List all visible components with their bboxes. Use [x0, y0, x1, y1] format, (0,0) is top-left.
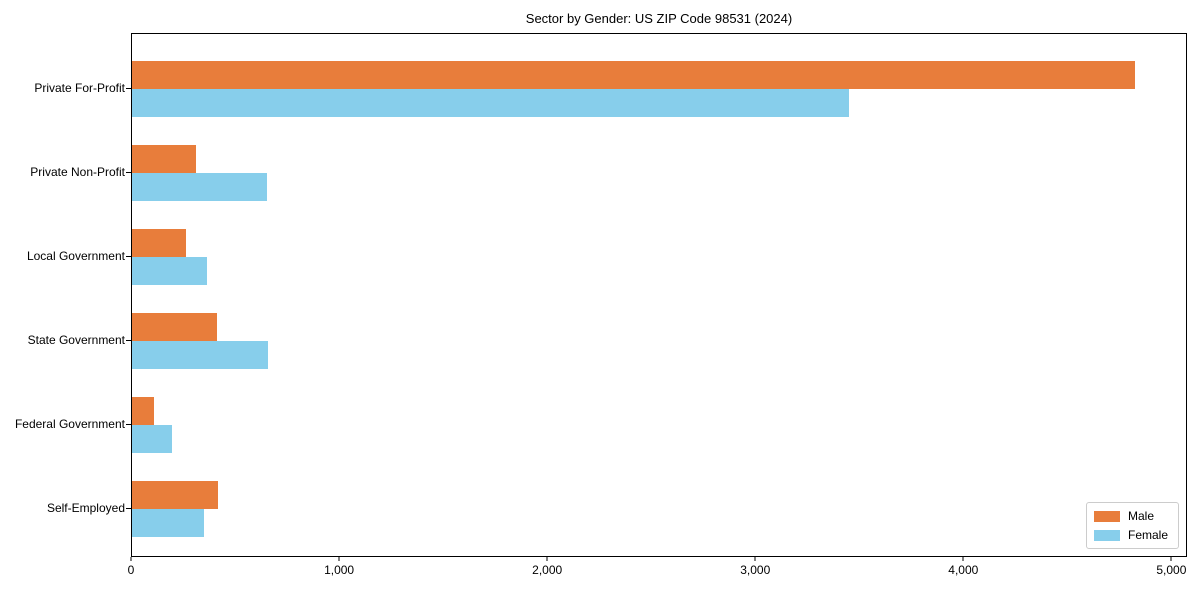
category-row-private-non-profit: [132, 131, 1186, 215]
bar-female-private-for-profit: [132, 89, 849, 117]
y-axis-label-private-non-profit: Private Non-Profit: [30, 165, 125, 179]
bar-female-private-non-profit: [132, 173, 267, 201]
chart-title: Sector by Gender: US ZIP Code 98531 (202…: [525, 11, 793, 26]
y-axis-label-state-government: State Government: [27, 333, 125, 347]
y-axis-label-local-government: Local Government: [26, 249, 125, 263]
legend-item-female: Female: [1093, 528, 1168, 542]
bar-male-private-non-profit: [132, 145, 197, 173]
x-axis-tick: [130, 557, 132, 561]
bar-female-state-government: [132, 341, 269, 369]
x-axis-tick-label: 4,000: [948, 563, 979, 577]
plot-area: Male Female: [131, 33, 1187, 557]
category-row-self-employed: [132, 467, 1186, 551]
legend-swatch-female: [1093, 529, 1120, 541]
legend-label-male: Male: [1127, 509, 1154, 523]
x-axis-tick: [546, 557, 548, 561]
y-axis-tick: [126, 424, 131, 425]
bar-male-state-government: [132, 313, 218, 341]
y-axis-tick: [126, 172, 131, 173]
bar-male-private-for-profit: [132, 61, 1136, 89]
x-axis-tick-label: 2,000: [532, 563, 563, 577]
category-row-local-government: [132, 215, 1186, 299]
category-row-federal-government: [132, 383, 1186, 467]
bar-male-self-employed: [132, 481, 219, 509]
legend: Male Female: [1085, 502, 1179, 549]
x-axis-tick-label: 0: [127, 563, 135, 577]
y-axis-tick: [126, 340, 131, 341]
y-axis-tick: [126, 256, 131, 257]
y-axis-labels: Private For-Profit Private Non-Profit Loca…: [0, 0, 131, 600]
x-axis-tick: [962, 557, 964, 561]
bar-female-federal-government: [132, 425, 173, 453]
bar-female-self-employed: [132, 509, 204, 537]
legend-item-male: Male: [1093, 509, 1168, 523]
bar-female-local-government: [132, 257, 207, 285]
legend-label-female: Female: [1127, 528, 1168, 542]
x-axis-tick: [754, 557, 756, 561]
y-axis-label-self-employed: Self-Employed: [46, 501, 125, 515]
category-row-state-government: [132, 299, 1186, 383]
y-axis-tick: [126, 88, 131, 89]
y-axis-tick: [126, 508, 131, 509]
x-axis-tick-label: 1,000: [324, 563, 355, 577]
x-axis-tick: [338, 557, 340, 561]
x-axis-tick: [1170, 557, 1172, 561]
x-axis-tick-label: 5,000: [1156, 563, 1187, 577]
bar-male-local-government: [132, 229, 186, 257]
legend-swatch-male: [1093, 510, 1120, 522]
x-axis: 0 1,000 2,000 3,000 4,000 5,000: [127, 557, 1187, 587]
x-axis-tick-label: 3,000: [740, 563, 771, 577]
y-axis-label-private-for-profit: Private For-Profit: [34, 81, 125, 95]
bar-rows: [132, 47, 1186, 551]
category-row-private-for-profit: [132, 47, 1186, 131]
bar-male-federal-government: [132, 397, 154, 425]
y-axis-label-federal-government: Federal Government: [14, 417, 125, 431]
